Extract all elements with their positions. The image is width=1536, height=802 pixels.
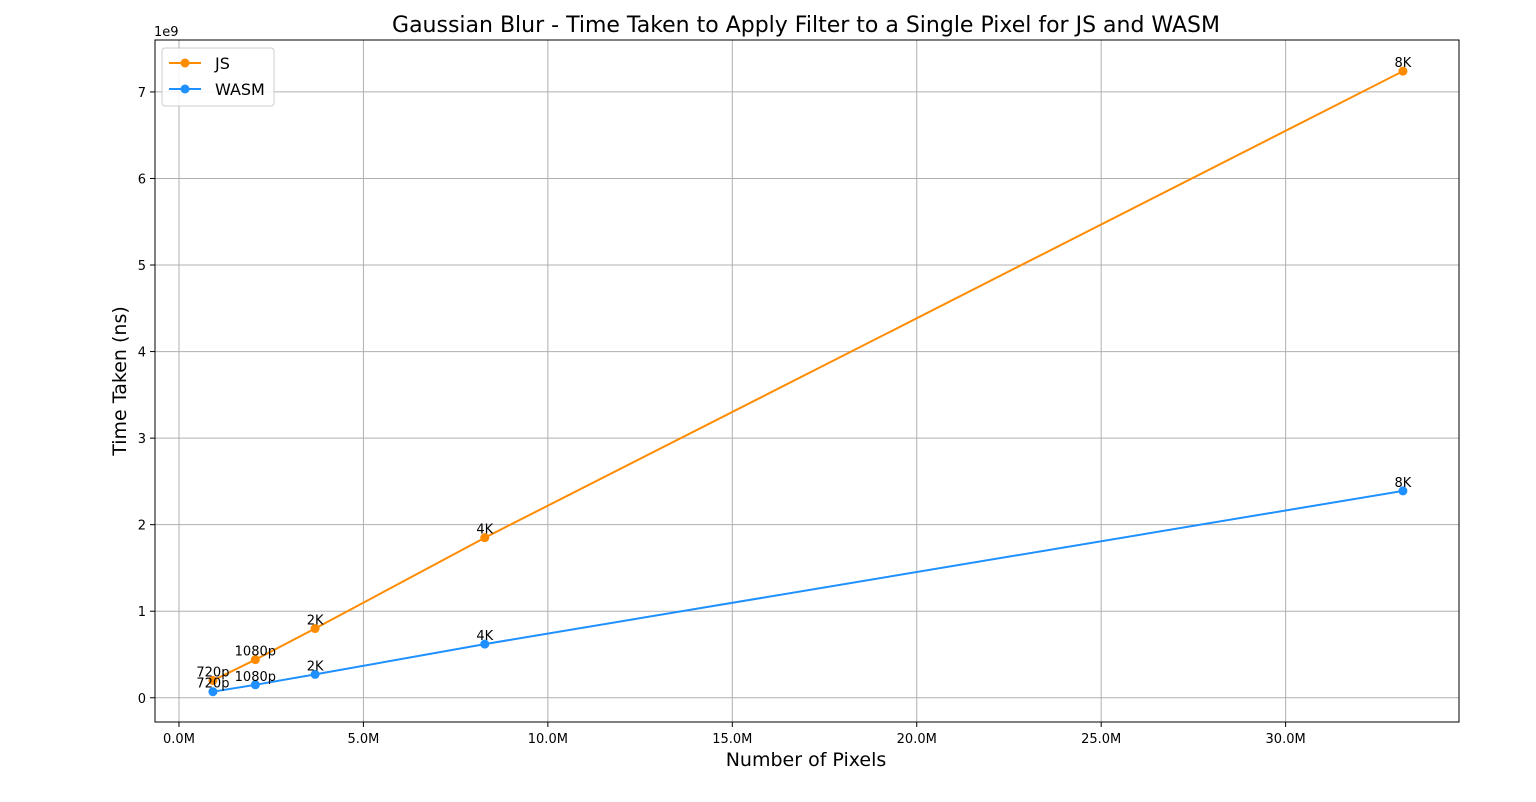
y-tick-label: 4 [138,346,146,361]
series-layer [208,66,1408,697]
y-tick-label: 2 [138,519,146,534]
legend-wasm-marker [180,84,190,94]
grid [155,40,1459,722]
js-point-label: 8K [1395,56,1412,71]
y-axis-offset-label: 1e9 [154,25,179,40]
y-tick-label: 5 [138,259,146,274]
x-axis-label: Number of Pixels [726,749,887,771]
js-data-point [250,655,260,665]
wasm-data-point [250,680,260,690]
wasm-data-point [1398,486,1408,496]
point-labels: 720p 1080p 2K 4K 8K 720p 1080p 2K 4K 8K [196,56,1411,692]
x-tick-label: 25.0M [1081,732,1121,747]
plot-frame [154,39,1460,723]
js-point-label: 720p [196,665,229,680]
wasm-point-label: 1080p [235,670,276,685]
legend-js-marker [180,58,190,68]
x-tick-label: 10.0M [528,732,568,747]
legend: JS WASM [161,47,275,107]
y-tick-label: 6 [138,172,146,187]
x-tick-label: 15.0M [712,732,752,747]
wasm-data-point [310,669,320,679]
y-axis-label: Time Taken (ns) [109,306,131,457]
y-tick-label: 3 [138,432,146,447]
js-point-label: 4K [476,523,493,538]
js-point-label: 2K [307,614,324,629]
wasm-point-label: 720p [196,677,229,692]
js-point-label: 1080p [235,645,276,660]
chart-title: Gaussian Blur - Time Taken to Apply Filt… [392,13,1220,38]
y-tick-label: 1 [138,605,146,620]
js-data-point [1398,66,1408,76]
wasm-point-label: 4K [476,629,493,644]
x-tick-label: 20.0M [897,732,937,747]
y-tick-label: 7 [138,86,146,101]
legend-wasm-label: WASM [215,80,265,99]
x-tick-label: 30.0M [1266,732,1306,747]
x-tick-label: 0.0M [163,732,195,747]
legend-js-label: JS [214,54,230,73]
js-data-point [310,624,320,634]
x-tick-label: 5.0M [347,732,379,747]
js-data-point [480,533,490,543]
wasm-data-point [208,687,218,697]
js-data-point [208,675,218,685]
y-tick-label: 0 [138,692,146,707]
wasm-point-label: 2K [307,659,324,674]
axis-ticks: 0.0M 5.0M 10.0M 15.0M 20.0M 25.0M 30.0M 0 1 2 3 4 5 6… [138,86,1306,747]
wasm-point-label: 8K [1395,476,1412,491]
wasm-data-point [480,639,490,649]
